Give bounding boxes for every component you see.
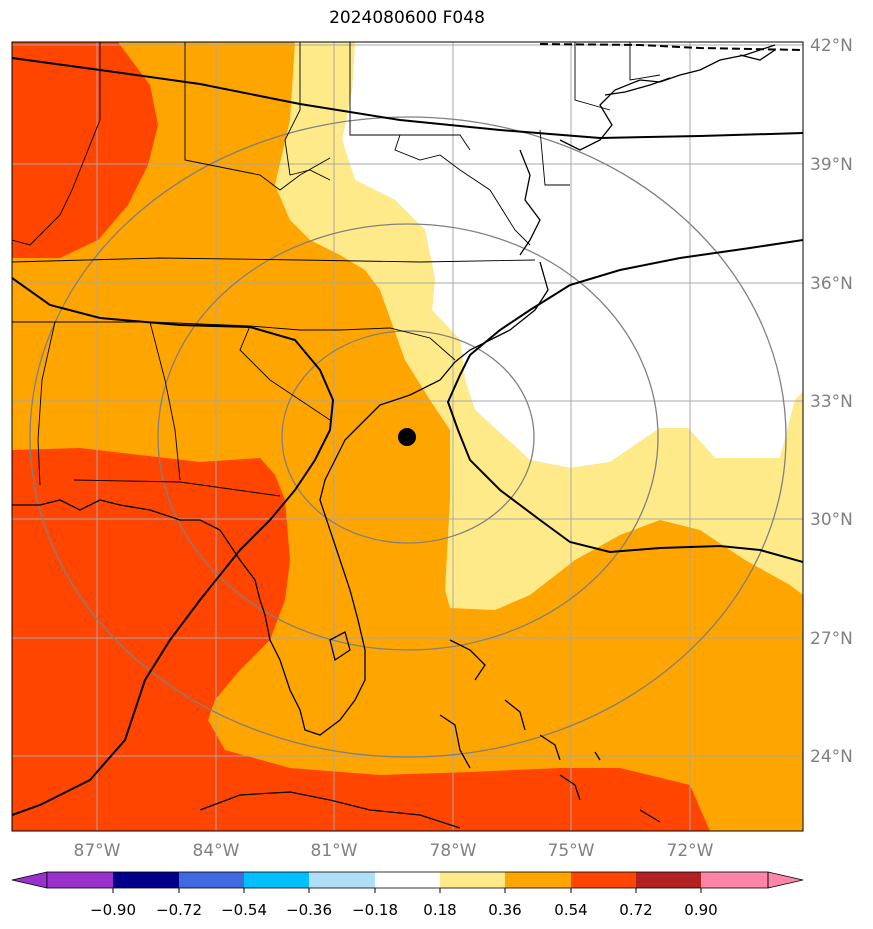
lon-label: 78°W bbox=[430, 841, 477, 861]
colorbar-tick-label: 0.54 bbox=[554, 901, 587, 919]
colorbar-tick-label: 0.18 bbox=[423, 901, 456, 919]
field-light-yellow bbox=[275, 42, 803, 610]
lat-label: 24°N bbox=[810, 747, 853, 767]
field-red-northwest bbox=[12, 42, 158, 258]
colorbar: −0.90 −0.72 −0.54 −0.36 −0.18 0.18 0.36 … bbox=[11, 871, 804, 919]
colorbar-swatch bbox=[309, 872, 375, 888]
colorbar-swatch bbox=[244, 872, 309, 888]
lon-label: 81°W bbox=[311, 841, 358, 861]
lon-label: 84°W bbox=[193, 841, 240, 861]
lon-label: 75°W bbox=[548, 841, 595, 861]
lon-label: 87°W bbox=[74, 841, 121, 861]
lon-label: 72°W bbox=[667, 841, 714, 861]
colorbar-swatch bbox=[113, 872, 179, 888]
field-white-northeast bbox=[342, 42, 803, 468]
field-red-gulf bbox=[12, 448, 710, 831]
coastlines bbox=[12, 44, 776, 829]
map-frame bbox=[11, 41, 804, 832]
colorbar-tick-label: 0.72 bbox=[619, 901, 652, 919]
colorbar-swatch bbox=[179, 872, 244, 888]
colorbar-tick-label: 0.36 bbox=[488, 901, 521, 919]
state-borders bbox=[12, 42, 661, 497]
graticule bbox=[12, 42, 803, 831]
colorbar-swatch bbox=[636, 872, 701, 888]
colorbar-swatch bbox=[571, 872, 636, 888]
colorbar-frame bbox=[46, 871, 769, 889]
lat-label: 39°N bbox=[810, 155, 853, 175]
longitude-labels: 87°W 84°W 81°W 78°W 75°W 72°W bbox=[74, 841, 714, 861]
lat-label: 42°N bbox=[810, 36, 853, 56]
colorbar-tick-label: −0.18 bbox=[352, 901, 398, 919]
lat-label: 30°N bbox=[810, 510, 853, 530]
colorbar-extend-high bbox=[767, 871, 804, 889]
colorbar-extend-low bbox=[11, 871, 48, 889]
map-area bbox=[12, 42, 803, 831]
map-title: 2024080600 F048 bbox=[329, 8, 485, 28]
lat-label: 27°N bbox=[810, 629, 853, 649]
contour-lines bbox=[12, 57, 803, 816]
storm-center-dot bbox=[398, 428, 416, 446]
colorbar-tick-label: −0.54 bbox=[221, 901, 267, 919]
contour-dashed bbox=[539, 43, 803, 51]
colorbar-tick-label: −0.36 bbox=[286, 901, 332, 919]
lat-label: 36°N bbox=[810, 274, 853, 294]
lat-label: 33°N bbox=[810, 392, 853, 412]
colorbar-tick-label: −0.90 bbox=[90, 901, 136, 919]
colorbar-ticks bbox=[112, 888, 702, 893]
colorbar-tick-label: −0.72 bbox=[156, 901, 202, 919]
colorbar-swatch bbox=[505, 872, 571, 888]
range-rings bbox=[29, 116, 787, 758]
latitude-labels: 42°N 39°N 36°N 33°N 30°N 27°N 24°N bbox=[810, 36, 853, 767]
colorbar-swatch bbox=[375, 872, 440, 888]
colorbar-swatch bbox=[47, 872, 113, 888]
colorbar-tick-label: 0.90 bbox=[684, 901, 717, 919]
colorbar-swatch bbox=[701, 872, 768, 888]
colorbar-swatch bbox=[440, 872, 505, 888]
